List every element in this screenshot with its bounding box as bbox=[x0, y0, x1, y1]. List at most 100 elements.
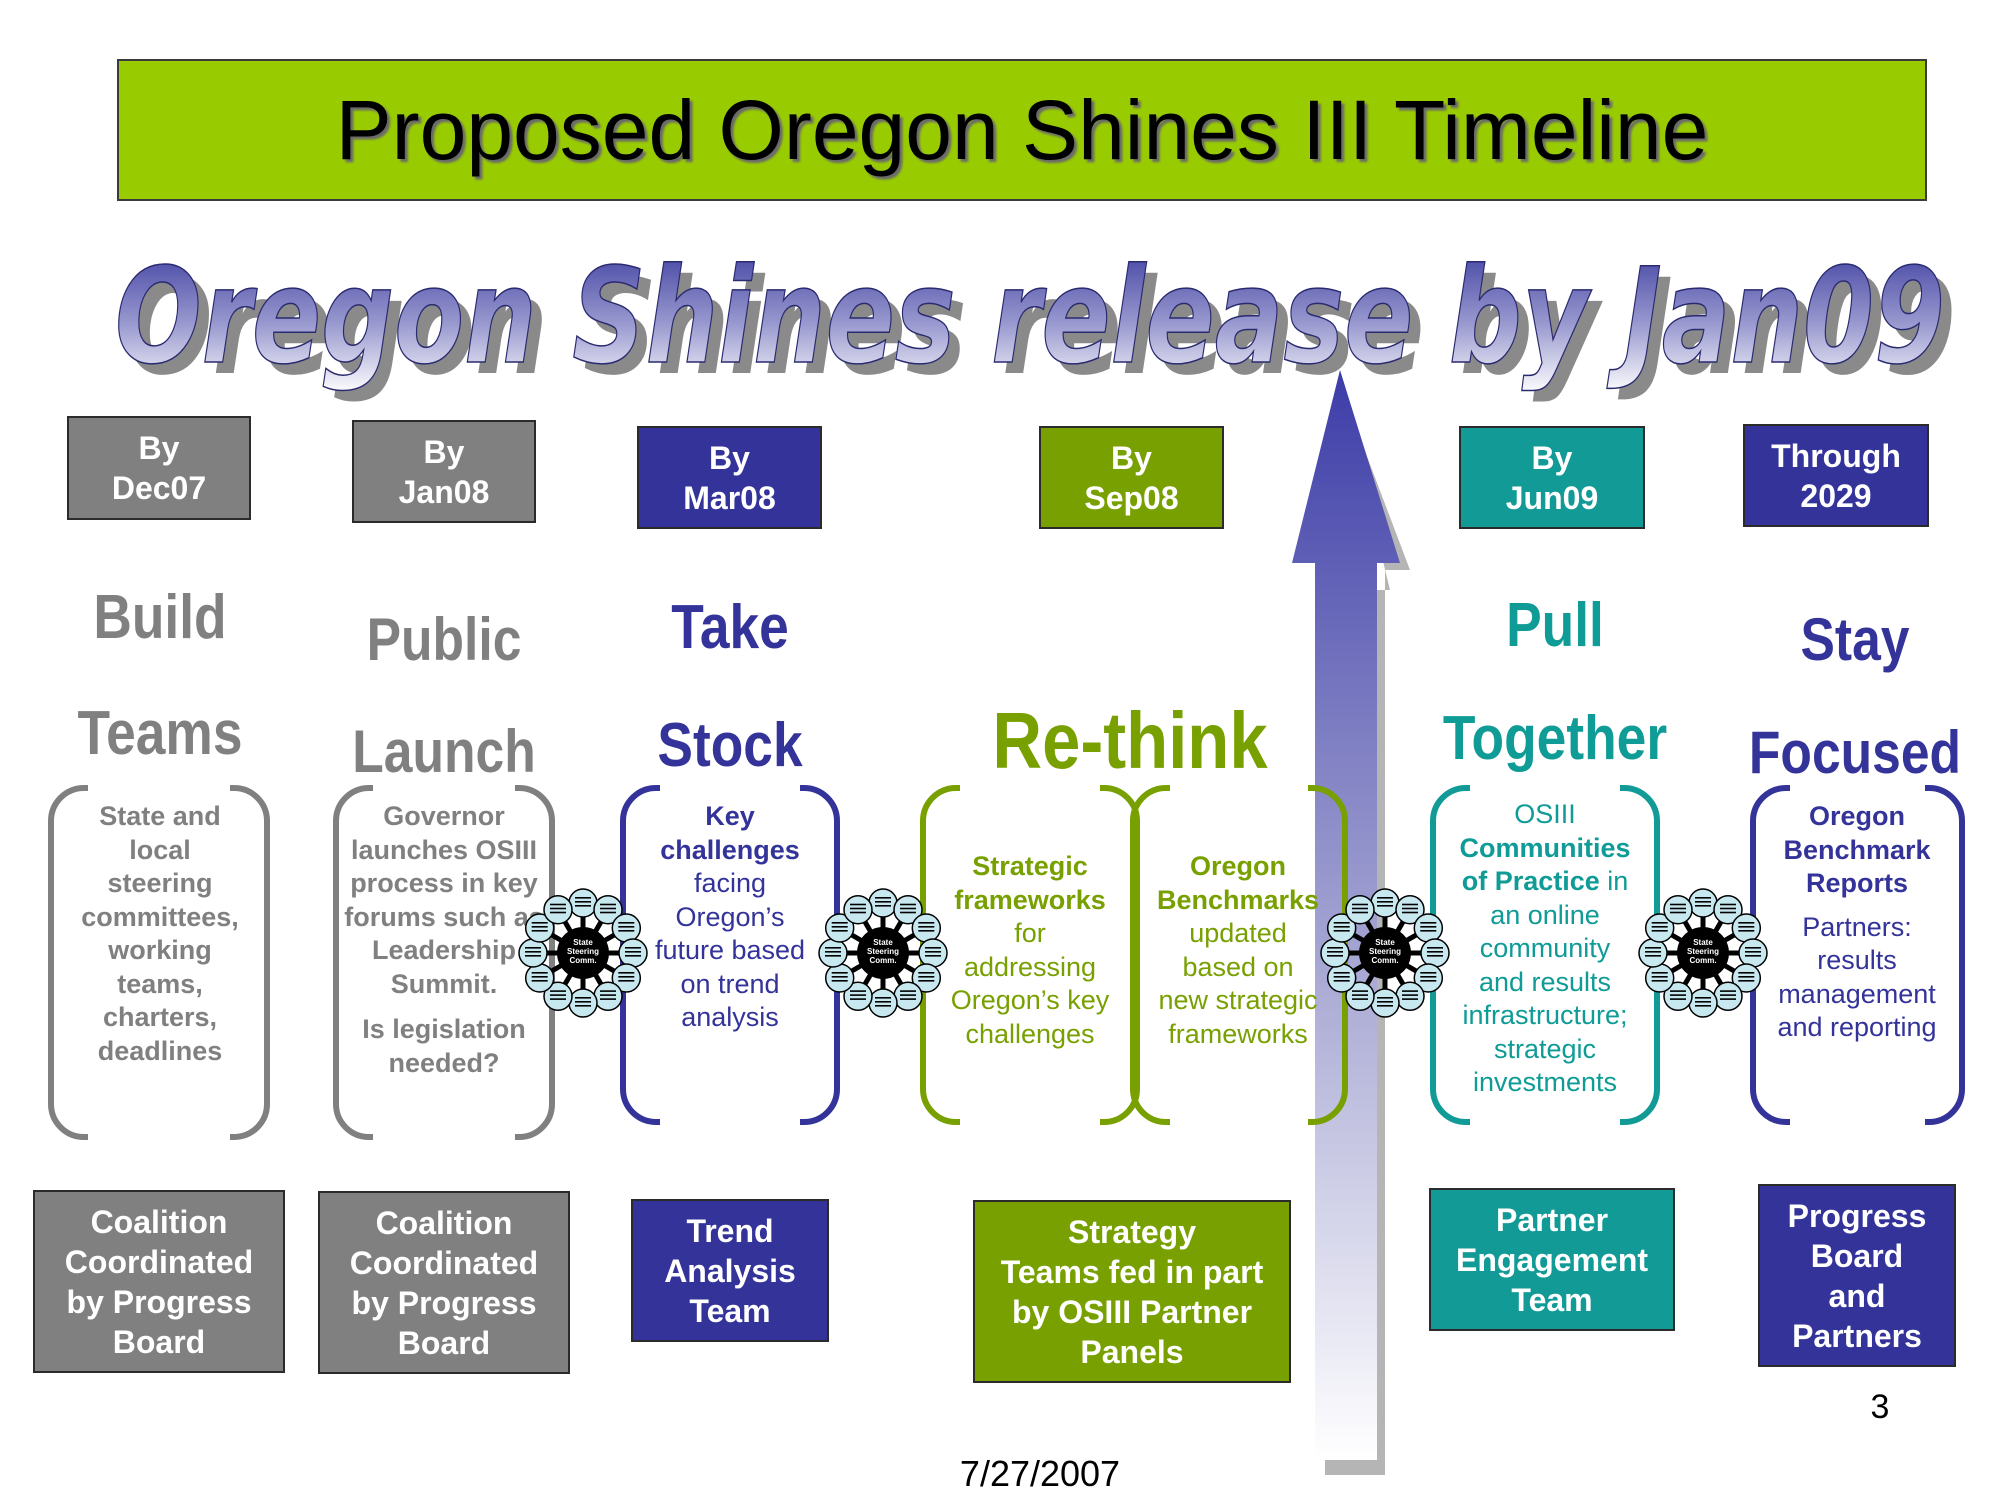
body-line: Governor bbox=[383, 801, 505, 831]
committee-node bbox=[518, 938, 548, 968]
team-line: by Progress bbox=[66, 1283, 252, 1320]
committee-node-text bbox=[1327, 947, 1343, 949]
committee-node-text bbox=[1377, 1005, 1393, 1007]
body-line: forums such as bbox=[344, 901, 544, 932]
committee-node bbox=[568, 888, 598, 918]
date-box-2029: Through 2029 bbox=[1743, 424, 1929, 527]
team-line: Board bbox=[1810, 1237, 1904, 1274]
body-build: State and local steering committees, wor… bbox=[60, 800, 260, 1068]
committee-node-text bbox=[831, 972, 848, 974]
committee-node-text bbox=[600, 990, 616, 992]
date-line2: 2029 bbox=[1800, 477, 1872, 514]
committee-node-text bbox=[525, 955, 541, 957]
body-line: frameworks bbox=[954, 884, 1106, 915]
date-line2: Dec07 bbox=[111, 470, 207, 506]
committee-node-text bbox=[1651, 922, 1668, 924]
committee-node bbox=[1731, 913, 1762, 943]
body-frameworks: Strategic frameworks for addressing Oreg… bbox=[930, 850, 1130, 1051]
committee-node-text bbox=[600, 911, 616, 914]
stage-word-launch: Launch bbox=[352, 718, 536, 785]
body-line: analysis bbox=[681, 1002, 779, 1032]
committee-node-text bbox=[625, 951, 641, 953]
committee-node-text bbox=[575, 1001, 591, 1003]
footer-date: 7/27/2007 bbox=[959, 1453, 1121, 1494]
committee-node-text bbox=[918, 926, 935, 928]
committee-node-text bbox=[831, 926, 848, 928]
team-line: by OSIII Partner bbox=[1011, 1293, 1253, 1330]
committee-node-text bbox=[600, 998, 616, 1000]
body-line: future based bbox=[654, 935, 806, 965]
body-line: OSIII bbox=[1514, 799, 1576, 829]
committee-node-text bbox=[1402, 907, 1418, 910]
body-line: based on bbox=[1182, 951, 1294, 982]
committee-node bbox=[1420, 938, 1450, 968]
committee-node-text bbox=[1352, 994, 1368, 996]
team-line: Engagement bbox=[1455, 1241, 1649, 1278]
committee-node bbox=[843, 981, 873, 1012]
steering-hub-label: State bbox=[873, 938, 893, 947]
body-line: updated bbox=[1189, 918, 1287, 948]
steering-hub-label: Comm. bbox=[869, 956, 896, 965]
body-line: an online bbox=[1490, 899, 1600, 930]
committee-node-text bbox=[925, 951, 941, 953]
body-launch: Governor launches OSIII process in key f… bbox=[334, 800, 554, 1080]
committee-node-text bbox=[1738, 976, 1755, 978]
body-line: Leadership bbox=[371, 935, 517, 965]
committee-node bbox=[824, 963, 855, 993]
steering-hub-label: Comm. bbox=[1371, 956, 1398, 965]
title-banner: Proposed Oregon Shines III Timeline bbox=[117, 59, 1927, 201]
body-line: local bbox=[129, 834, 191, 865]
body-line: frameworks bbox=[1168, 1018, 1308, 1049]
committee-node bbox=[524, 963, 555, 993]
release-banner-shadow: Oregon Shines release by Jan09 bbox=[126, 251, 1956, 405]
committee-node-text bbox=[900, 911, 916, 914]
committee-node-text bbox=[1695, 905, 1711, 907]
team-line: Coalition bbox=[90, 1203, 228, 1240]
committee-node bbox=[1663, 894, 1693, 925]
bracket-mask bbox=[1470, 775, 1620, 1135]
team-line: Partner bbox=[1495, 1201, 1609, 1238]
committee-node-text bbox=[1720, 911, 1736, 914]
body-line: and reporting bbox=[1777, 1012, 1937, 1042]
body-line: of Practice bbox=[1461, 866, 1600, 896]
stage-word-stay: Stay bbox=[1800, 606, 1910, 673]
committee-node-text bbox=[1670, 998, 1686, 1000]
committee-node-text bbox=[1352, 907, 1368, 910]
committee-node-text bbox=[1720, 903, 1736, 906]
steering-hub-label: Steering bbox=[1369, 947, 1401, 956]
committee-node bbox=[1731, 963, 1762, 993]
committee-node bbox=[1688, 888, 1718, 918]
committee-node bbox=[1413, 963, 1444, 993]
stage-word-rethink: Re-think bbox=[992, 696, 1268, 785]
committee-node-text bbox=[1738, 980, 1755, 982]
committee-node bbox=[918, 938, 948, 968]
committee-node-text bbox=[918, 972, 935, 974]
committee-node-text bbox=[575, 997, 591, 999]
body-line: Benchmark bbox=[1783, 834, 1931, 865]
release-banner-text: Oregon Shines release by Jan09 bbox=[115, 240, 1945, 394]
body-line: and results bbox=[1478, 966, 1612, 997]
committee-node bbox=[1713, 981, 1743, 1012]
committee-node-text bbox=[850, 907, 866, 910]
committee-node bbox=[1663, 981, 1693, 1012]
committee-node-text bbox=[575, 897, 591, 899]
committee-node-text bbox=[900, 994, 916, 996]
committee-node-text bbox=[1402, 903, 1418, 906]
body-line: Key bbox=[705, 801, 755, 831]
committee-node bbox=[593, 894, 623, 925]
committee-node-text bbox=[850, 994, 866, 996]
body-line: results bbox=[1817, 945, 1897, 975]
committee-node-text bbox=[1377, 997, 1393, 999]
committee-node-text bbox=[550, 911, 566, 914]
steering-hub-label: State bbox=[1375, 938, 1395, 947]
committee-node-text bbox=[875, 901, 891, 903]
committee-node-text bbox=[550, 907, 566, 910]
committee-node-text bbox=[575, 1005, 591, 1007]
committee-node bbox=[1370, 888, 1400, 918]
team-line: Panels bbox=[1080, 1333, 1184, 1370]
bracket-mask bbox=[960, 775, 1100, 1135]
committee-node bbox=[1326, 963, 1357, 993]
committee-node-text bbox=[1352, 903, 1368, 906]
